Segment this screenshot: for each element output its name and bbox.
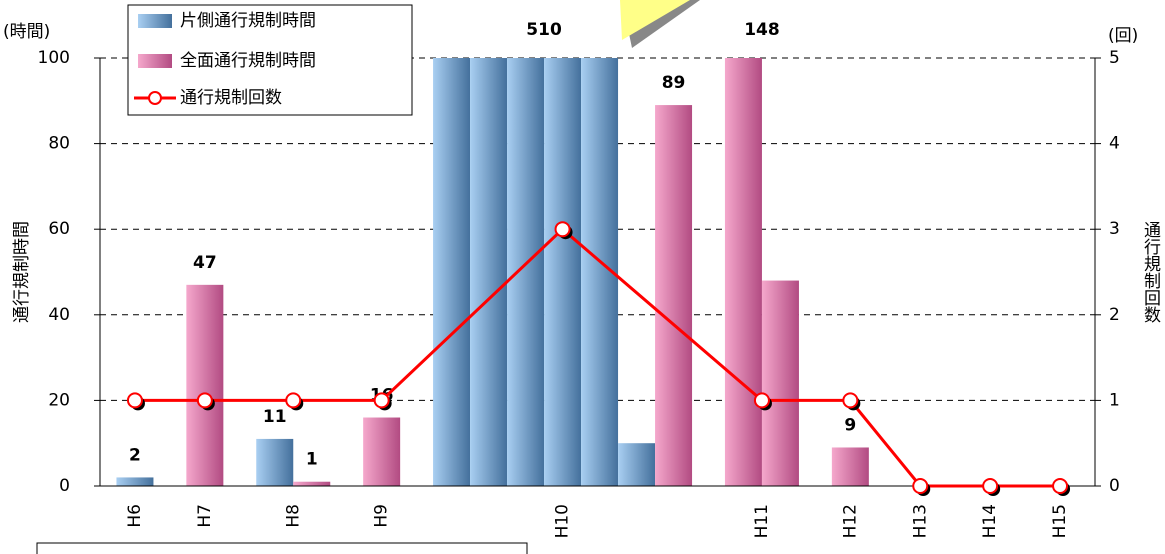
y2-unit: (回) bbox=[1108, 26, 1138, 46]
marker bbox=[842, 392, 859, 409]
x-tick-label: H10 bbox=[553, 504, 573, 538]
marker bbox=[753, 392, 770, 409]
y2-tick-label: 1 bbox=[1109, 390, 1120, 410]
legend-label: 全面通行規制時間 bbox=[180, 51, 316, 71]
marker bbox=[1052, 478, 1069, 494]
legend-label: 通行規制回数 bbox=[180, 88, 282, 108]
y2-axis-title: 通行規制回数 bbox=[1140, 221, 1161, 323]
y2-tick-label: 4 bbox=[1109, 134, 1120, 154]
x-tick-label: H9 bbox=[372, 504, 392, 528]
bar bbox=[363, 417, 401, 486]
y2-tick-label: 5 bbox=[1109, 48, 1120, 68]
x-tick-label: H7 bbox=[195, 504, 215, 528]
y-unit: (時間) bbox=[3, 22, 50, 42]
x-tick-label: H12 bbox=[840, 504, 860, 538]
value-label: 1 bbox=[306, 450, 318, 470]
bar bbox=[256, 438, 294, 486]
y-tick-label: 80 bbox=[48, 134, 70, 154]
bar bbox=[831, 447, 869, 486]
callout bbox=[620, 0, 690, 40]
value-label: 11 bbox=[263, 407, 287, 427]
bar bbox=[655, 105, 693, 486]
legend-label: 片側通行規制時間 bbox=[180, 11, 316, 31]
line bbox=[134, 227, 1061, 488]
marker bbox=[126, 392, 143, 409]
bar bbox=[470, 58, 508, 486]
bar bbox=[724, 58, 762, 486]
marker bbox=[982, 478, 999, 494]
y-tick-label: 100 bbox=[38, 48, 70, 68]
x-tick-label: H8 bbox=[283, 504, 303, 528]
y2-tick-label: 0 bbox=[1109, 476, 1120, 496]
value-label: 510 bbox=[526, 20, 562, 40]
x-tick-label: H14 bbox=[980, 504, 1000, 538]
bar bbox=[186, 284, 224, 486]
value-label: 89 bbox=[662, 73, 686, 93]
marker bbox=[554, 221, 571, 238]
note-box bbox=[36, 542, 528, 554]
plot-area: 02040608010001234524711116510891489H6H7H… bbox=[38, 20, 1120, 538]
y-tick-label: 0 bbox=[59, 476, 70, 496]
bar bbox=[507, 58, 545, 486]
y-tick-label: 20 bbox=[48, 390, 70, 410]
y-tick-label: 60 bbox=[48, 219, 70, 239]
bar bbox=[761, 280, 799, 486]
legend: 片側通行規制時間 全面通行規制時間 通行規制回数 bbox=[127, 4, 413, 116]
bar bbox=[618, 443, 656, 486]
y-tick-label: 40 bbox=[48, 305, 70, 325]
bar bbox=[544, 58, 582, 486]
value-label: 9 bbox=[844, 415, 856, 435]
y2-tick-label: 2 bbox=[1109, 305, 1120, 325]
bar bbox=[116, 477, 154, 486]
value-label: 148 bbox=[744, 20, 780, 40]
x-tick-label: H15 bbox=[1050, 504, 1070, 538]
marker bbox=[373, 392, 390, 409]
x-tick-label: H13 bbox=[910, 504, 930, 538]
value-label: 2 bbox=[129, 445, 141, 465]
marker bbox=[912, 478, 929, 494]
value-label: 47 bbox=[193, 253, 217, 273]
y2-tick-label: 3 bbox=[1109, 219, 1120, 239]
bar bbox=[433, 58, 471, 486]
x-tick-label: H6 bbox=[125, 504, 145, 528]
y-axis-title: 通行規制時間 bbox=[12, 221, 32, 323]
x-tick-label: H11 bbox=[752, 504, 772, 538]
marker bbox=[196, 392, 213, 409]
bar bbox=[293, 481, 331, 486]
marker bbox=[285, 392, 302, 409]
